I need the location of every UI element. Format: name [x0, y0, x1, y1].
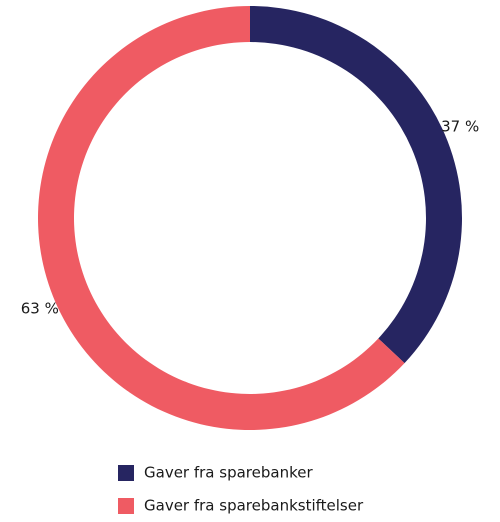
donut-segment [250, 6, 462, 364]
data-label: 63 % [21, 299, 59, 317]
data-label: 37 % [441, 118, 479, 136]
donut-segment [38, 6, 405, 430]
legend-swatch [118, 465, 134, 481]
legend-label: Gaver fra sparebanker [144, 464, 313, 482]
legend-swatch [118, 498, 134, 514]
legend-label: Gaver fra sparebankstiftelser [144, 497, 364, 515]
